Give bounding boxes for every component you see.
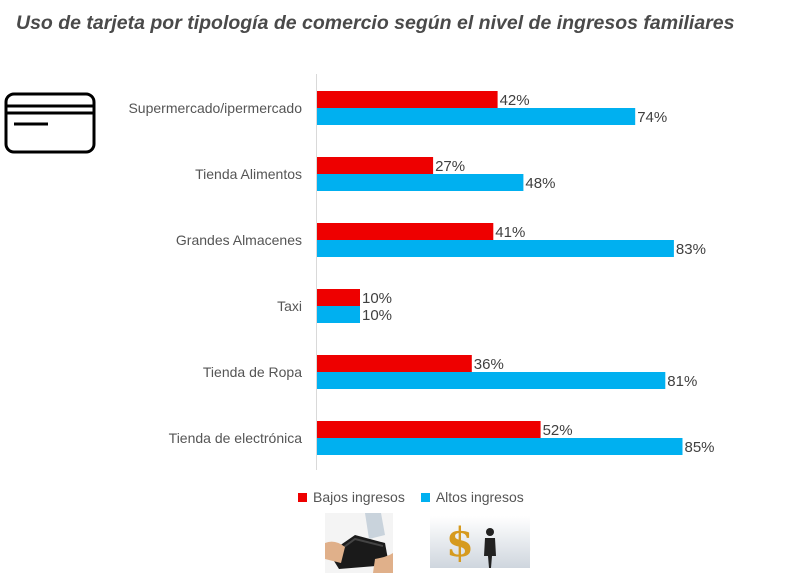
category-label-taxi: Taxi — [277, 298, 302, 314]
empty-wallet-image — [325, 513, 393, 578]
data-label-low-tienda-de-ropa: 36% — [474, 356, 504, 373]
bar-high-supermercado-ipermercado — [317, 108, 636, 125]
category-label-tienda-alimentos: Tienda Alimentos — [195, 166, 302, 182]
data-label-high-tienda-de-ropa: 81% — [667, 373, 697, 390]
svg-text:$: $ — [446, 519, 474, 566]
bar-low-grandes-almacenes — [317, 223, 494, 240]
bar-low-taxi — [317, 289, 360, 306]
bar-low-tienda-de-electronica — [317, 421, 541, 438]
data-label-high-tienda-de-electronica: 85% — [685, 439, 715, 456]
legend-label-high: Altos ingresos — [435, 489, 524, 505]
bar-chart: Supermercado/ipermercado 42% 74% Tienda Ali… — [128, 74, 715, 470]
data-label-low-taxi: 10% — [362, 290, 392, 307]
legend-swatch-high — [420, 492, 430, 502]
category-label-grandes-almacenes: Grandes Almacenes — [176, 232, 302, 248]
category-label-tienda-de-electronica: Tienda de electrónica — [169, 430, 303, 446]
data-label-low-tienda-de-electronica: 52% — [543, 422, 573, 439]
category-label-supermercado-ipermercado: Supermercado/ipermercado — [128, 100, 302, 116]
bar-low-tienda-alimentos — [317, 157, 434, 174]
data-label-low-supermercado-ipermercado: 42% — [500, 92, 530, 109]
legend-label-low: Bajos ingresos — [313, 489, 405, 505]
category-label-tienda-de-ropa: Tienda de Ropa — [203, 364, 302, 380]
bar-high-tienda-alimentos — [317, 174, 524, 191]
data-label-low-tienda-alimentos: 27% — [435, 158, 465, 175]
legend-swatch-low — [298, 492, 307, 502]
bar-low-tienda-de-ropa — [317, 355, 472, 372]
bar-high-tienda-de-electronica — [317, 438, 683, 455]
data-label-high-grandes-almacenes: 83% — [676, 241, 706, 258]
chart-title: Uso de tarjeta por tipología de comercio… — [16, 12, 735, 34]
data-label-high-tienda-alimentos: 48% — [525, 175, 555, 192]
money-businessman-image: $ — [430, 516, 530, 573]
credit-card-icon — [4, 92, 96, 161]
legend-item-low: Bajos ingresos — [298, 489, 405, 505]
legend-item-high: Altos ingresos — [420, 489, 524, 505]
bar-high-tienda-de-ropa — [317, 372, 666, 389]
legend: Bajos ingresos Altos ingresos — [298, 489, 524, 505]
bar-high-taxi — [317, 306, 360, 323]
data-label-low-grandes-almacenes: 41% — [495, 224, 525, 241]
data-label-high-taxi: 10% — [362, 307, 392, 324]
bar-high-grandes-almacenes — [317, 240, 674, 257]
bar-low-supermercado-ipermercado — [317, 91, 498, 108]
data-label-high-supermercado-ipermercado: 74% — [637, 109, 667, 126]
